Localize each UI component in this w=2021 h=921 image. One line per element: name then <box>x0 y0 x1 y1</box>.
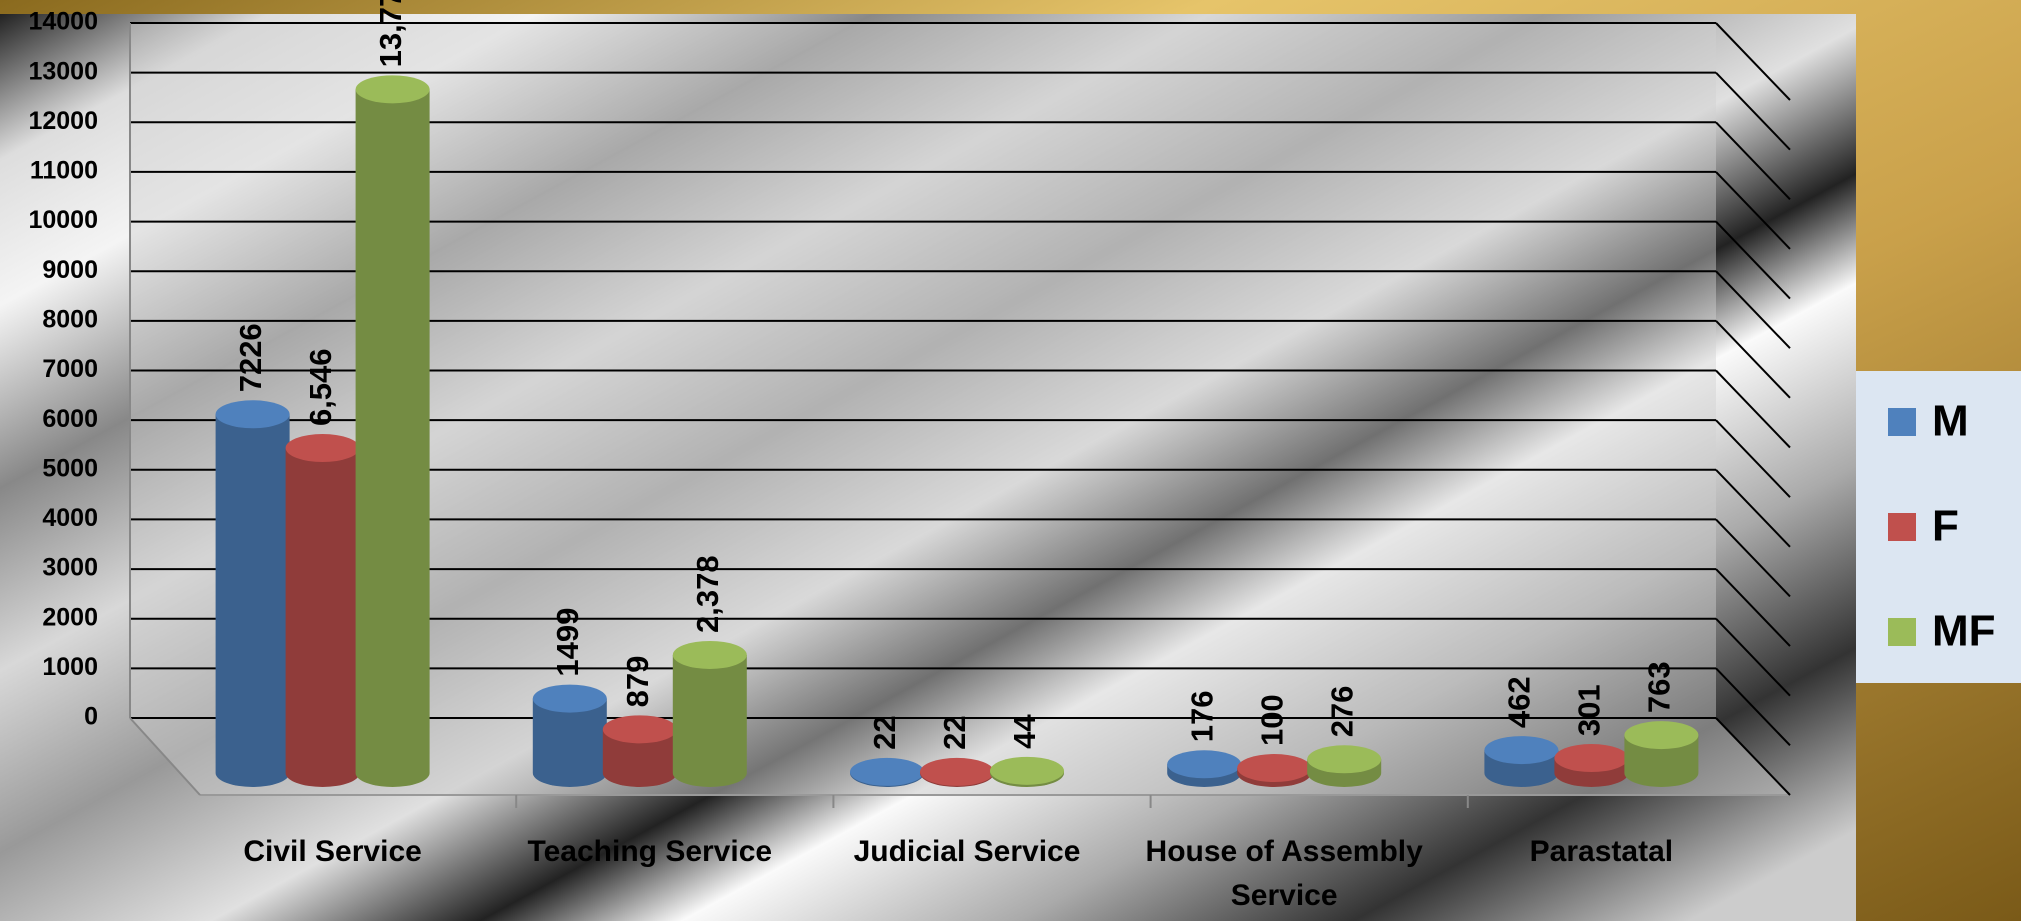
y-tick-label: 12000 <box>28 107 98 135</box>
y-tick-label: 4000 <box>42 504 98 532</box>
bar <box>1624 735 1699 787</box>
x-tick-label: Parastatal <box>1529 835 1674 868</box>
grid-line-side <box>1715 568 1791 647</box>
legend-swatch <box>1888 618 1916 646</box>
bar-top <box>1167 750 1242 779</box>
value-label: 763 <box>1642 661 1677 713</box>
x-tick-label: House of Assembly Service <box>1145 835 1423 912</box>
value-label: 7226 <box>233 323 268 392</box>
bar-top <box>1624 721 1699 750</box>
legend-swatch <box>1888 408 1916 436</box>
bar-top <box>990 756 1064 785</box>
value-label: 1499 <box>550 608 585 677</box>
y-tick-label: 10000 <box>28 206 98 234</box>
bar <box>285 448 360 787</box>
grid-line-side <box>1715 618 1791 697</box>
grid-line-side <box>1715 518 1791 598</box>
bar-top <box>672 640 747 669</box>
legend-label: M <box>1932 397 1969 446</box>
grid-line-side <box>1715 270 1791 349</box>
value-label: 276 <box>1324 686 1359 738</box>
grid-line-side <box>1715 171 1791 250</box>
x-tick-label: Judicial Service <box>853 835 1081 868</box>
value-label: 100 <box>1254 694 1289 746</box>
bar-top <box>285 434 360 463</box>
grid-line-side <box>1715 469 1791 548</box>
axis-depth <box>129 717 201 796</box>
value-label: 44 <box>1007 714 1042 749</box>
bar-top <box>850 757 924 786</box>
y-tick-label: 5000 <box>42 454 98 482</box>
legend-label: F <box>1932 502 1959 551</box>
y-tick-label: 0 <box>84 703 98 731</box>
legend-box <box>1856 371 2021 683</box>
y-tick-label: 9000 <box>42 256 98 284</box>
grid-line-side <box>1715 320 1791 399</box>
grid-line-side <box>1715 71 1791 151</box>
value-label: 13,772 <box>373 0 408 67</box>
x-tick-label: Teaching Service <box>527 835 773 868</box>
bar <box>672 654 747 787</box>
value-label: 22 <box>867 715 902 749</box>
bar-top <box>355 75 430 104</box>
bar-top <box>215 400 290 429</box>
bar <box>532 698 607 787</box>
bar-top <box>602 715 677 744</box>
y-tick-label: 3000 <box>42 554 98 582</box>
bar-top <box>1554 744 1629 773</box>
y-tick-label: 1000 <box>42 653 98 681</box>
value-label: 879 <box>620 656 655 708</box>
bar <box>355 89 430 787</box>
bar <box>602 729 677 787</box>
y-tick-label: 6000 <box>42 405 98 433</box>
y-tick-label: 14000 <box>28 8 98 36</box>
value-label: 22 <box>937 715 972 749</box>
bar-top <box>1307 745 1382 774</box>
grid-line-side <box>1715 121 1791 200</box>
bar <box>215 414 290 787</box>
y-tick-label: 8000 <box>42 305 98 333</box>
value-label: 6,546 <box>303 348 338 426</box>
grid-line-side <box>1715 220 1791 300</box>
legend-label: MF <box>1932 607 1996 656</box>
legend-swatch <box>1888 513 1916 541</box>
bar-top <box>532 684 607 713</box>
y-tick-label: 2000 <box>42 603 98 631</box>
y-tick-label: 13000 <box>28 57 98 85</box>
grid-line-side <box>1715 369 1791 449</box>
value-label: 301 <box>1572 684 1607 736</box>
grid-line-side <box>1715 22 1791 101</box>
bar-top <box>920 757 994 786</box>
x-tick-label: Civil Service <box>243 835 422 868</box>
grid-line-side <box>1715 419 1791 498</box>
y-tick-label: 7000 <box>42 355 98 383</box>
grid-line-side <box>1715 667 1791 747</box>
value-label: 2,378 <box>690 555 725 633</box>
bar-top <box>1484 736 1559 765</box>
value-label: 176 <box>1184 691 1219 743</box>
y-tick-label: 11000 <box>30 157 98 185</box>
grid-line-side <box>1715 717 1791 796</box>
bar-top <box>1237 754 1312 783</box>
value-label: 462 <box>1502 676 1537 728</box>
